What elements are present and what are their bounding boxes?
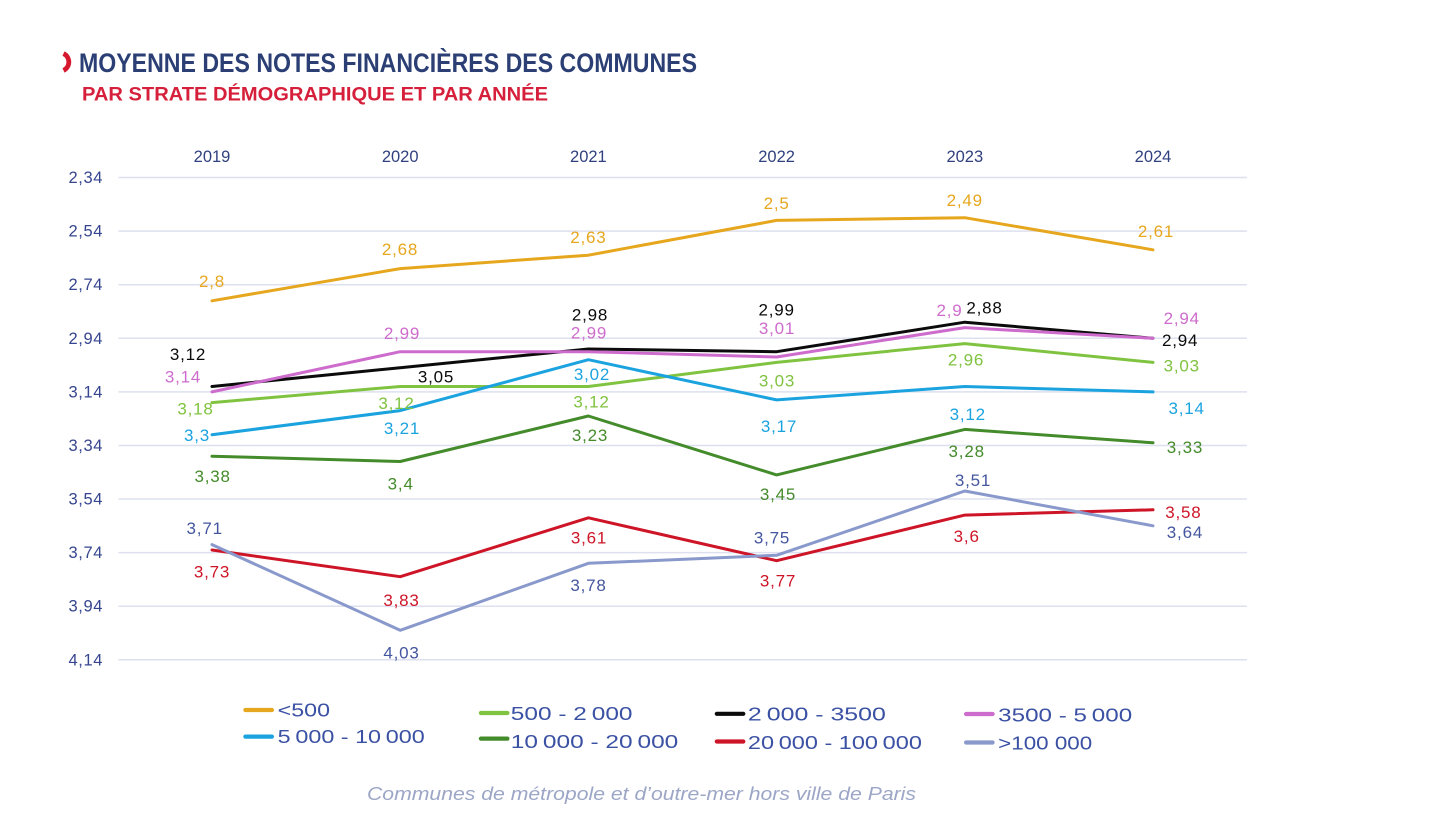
svg-text:3,61: 3,61: [571, 529, 607, 548]
svg-text:3,21: 3,21: [384, 419, 420, 438]
svg-text:2,9: 2,9: [936, 301, 962, 320]
svg-text:3,03: 3,03: [1164, 357, 1200, 376]
svg-text:3,77: 3,77: [760, 572, 796, 591]
svg-text:500 - 2 000: 500 - 2 000: [511, 703, 633, 724]
svg-text:10 000 - 20 000: 10 000 - 20 000: [511, 731, 679, 752]
svg-text:3,17: 3,17: [761, 417, 797, 436]
svg-text:2,63: 2,63: [570, 228, 606, 247]
svg-text:3,64: 3,64: [1167, 523, 1203, 542]
svg-text:2,68: 2,68: [382, 240, 418, 259]
svg-text:2,88: 2,88: [966, 299, 1002, 318]
svg-text:3,6: 3,6: [954, 527, 980, 546]
svg-text:3,12: 3,12: [378, 394, 414, 413]
svg-text:2,99: 2,99: [384, 324, 420, 343]
svg-text:2024: 2024: [1135, 148, 1172, 166]
svg-text:3,01: 3,01: [759, 319, 795, 338]
svg-text:2,98: 2,98: [572, 306, 608, 325]
svg-text:2023: 2023: [946, 148, 983, 166]
svg-text:5 000 - 10 000: 5 000 - 10 000: [278, 726, 425, 747]
svg-text:2,49: 2,49: [947, 191, 983, 210]
svg-text:MOYENNE DES NOTES FINANCIÈRES: MOYENNE DES NOTES FINANCIÈRES DES COMMUN…: [79, 47, 697, 78]
svg-text:2022: 2022: [758, 148, 795, 166]
svg-text:3,33: 3,33: [1167, 438, 1203, 457]
svg-text:3,14: 3,14: [165, 368, 201, 387]
svg-text:3,38: 3,38: [194, 467, 230, 486]
svg-text:3,51: 3,51: [955, 471, 991, 490]
svg-text:3,18: 3,18: [177, 399, 213, 418]
svg-text:2,74: 2,74: [68, 276, 103, 294]
svg-text:3,12: 3,12: [573, 393, 609, 412]
svg-text:<500: <500: [278, 700, 330, 721]
svg-text:3,78: 3,78: [570, 576, 606, 595]
svg-text:2,54: 2,54: [68, 223, 103, 241]
svg-text:3,73: 3,73: [194, 563, 230, 582]
svg-text:4,14: 4,14: [68, 651, 103, 669]
svg-text:3,12: 3,12: [170, 345, 206, 364]
svg-text:2,94: 2,94: [1164, 309, 1200, 328]
svg-text:3,4: 3,4: [388, 475, 414, 494]
svg-text:PAR STRATE DÉMOGRAPHIQUE ET PA: PAR STRATE DÉMOGRAPHIQUE ET PAR ANNÉE: [82, 83, 548, 106]
svg-text:3,28: 3,28: [949, 442, 985, 461]
svg-text:20 000 - 100 000: 20 000 - 100 000: [748, 732, 922, 753]
svg-text:3,45: 3,45: [760, 485, 796, 504]
svg-text:3,14: 3,14: [1169, 399, 1205, 418]
svg-text:3,71: 3,71: [187, 519, 223, 538]
svg-text:3,14: 3,14: [68, 383, 103, 401]
svg-text:4,03: 4,03: [383, 644, 419, 663]
svg-text:2021: 2021: [570, 148, 607, 166]
svg-text:2,99: 2,99: [571, 324, 607, 343]
svg-text:2,94: 2,94: [68, 330, 103, 348]
svg-text:3,83: 3,83: [383, 591, 419, 610]
svg-text:2,96: 2,96: [948, 351, 984, 370]
svg-text:3,34: 3,34: [68, 437, 103, 455]
svg-text:3,75: 3,75: [754, 529, 790, 548]
svg-text:2,99: 2,99: [758, 301, 794, 320]
svg-text:>100 000: >100 000: [998, 733, 1092, 754]
svg-text:3,23: 3,23: [572, 426, 608, 445]
svg-text:3,74: 3,74: [68, 544, 103, 562]
svg-text:Communes de métropole et d’out: Communes de métropole et d’outre-mer hor…: [367, 784, 916, 804]
svg-text:3,94: 3,94: [68, 598, 103, 616]
svg-text:2,5: 2,5: [764, 194, 790, 213]
svg-text:3,05: 3,05: [418, 368, 454, 387]
svg-text:3,03: 3,03: [759, 372, 795, 391]
svg-text:3500 - 5 000: 3500 - 5 000: [998, 705, 1132, 726]
svg-text:3,12: 3,12: [950, 405, 986, 424]
svg-text:3,54: 3,54: [68, 491, 103, 509]
svg-text:2020: 2020: [382, 148, 419, 166]
svg-text:3,02: 3,02: [574, 365, 610, 384]
svg-text:2 000 - 3500: 2 000 - 3500: [748, 704, 886, 725]
svg-text:3,58: 3,58: [1165, 503, 1201, 522]
svg-text:2019: 2019: [194, 148, 231, 166]
svg-text:2,94: 2,94: [1162, 331, 1198, 350]
svg-text:2,61: 2,61: [1138, 222, 1174, 241]
svg-text:2,34: 2,34: [68, 169, 103, 187]
svg-text:3,3: 3,3: [184, 426, 210, 445]
svg-text:2,8: 2,8: [199, 272, 225, 291]
